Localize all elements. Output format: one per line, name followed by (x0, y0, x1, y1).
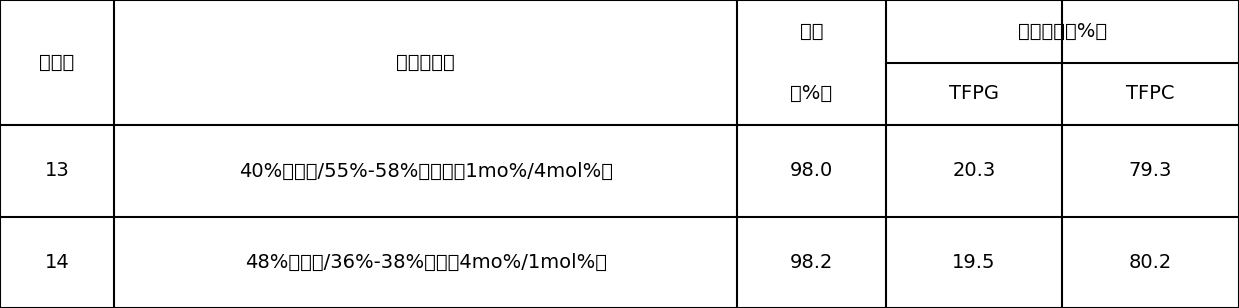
Text: 卤化氢溶液: 卤化氢溶液 (396, 53, 455, 72)
Text: 13: 13 (45, 161, 69, 180)
Text: TFPG: TFPG (949, 84, 999, 103)
Text: 实施例: 实施例 (40, 53, 74, 72)
Text: 80.2: 80.2 (1129, 253, 1172, 272)
Text: 40%氢氟酸/55%-58%氢碘酸（1mo%/4mol%）: 40%氢氟酸/55%-58%氢碘酸（1mo%/4mol%） (239, 161, 612, 180)
Text: 产物分布（%）: 产物分布（%） (1018, 22, 1106, 41)
Text: 79.3: 79.3 (1129, 161, 1172, 180)
Text: （%）: （%） (790, 84, 833, 103)
Text: 98.0: 98.0 (790, 161, 833, 180)
Text: 19.5: 19.5 (952, 253, 996, 272)
Text: 48%氢溴酸/36%-38%盐酸（4mo%/1mol%）: 48%氢溴酸/36%-38%盐酸（4mo%/1mol%） (244, 253, 607, 272)
Text: TFPC: TFPC (1126, 84, 1175, 103)
Text: 14: 14 (45, 253, 69, 272)
Text: 20.3: 20.3 (953, 161, 995, 180)
Text: 收率: 收率 (800, 22, 823, 41)
Text: 98.2: 98.2 (789, 253, 834, 272)
